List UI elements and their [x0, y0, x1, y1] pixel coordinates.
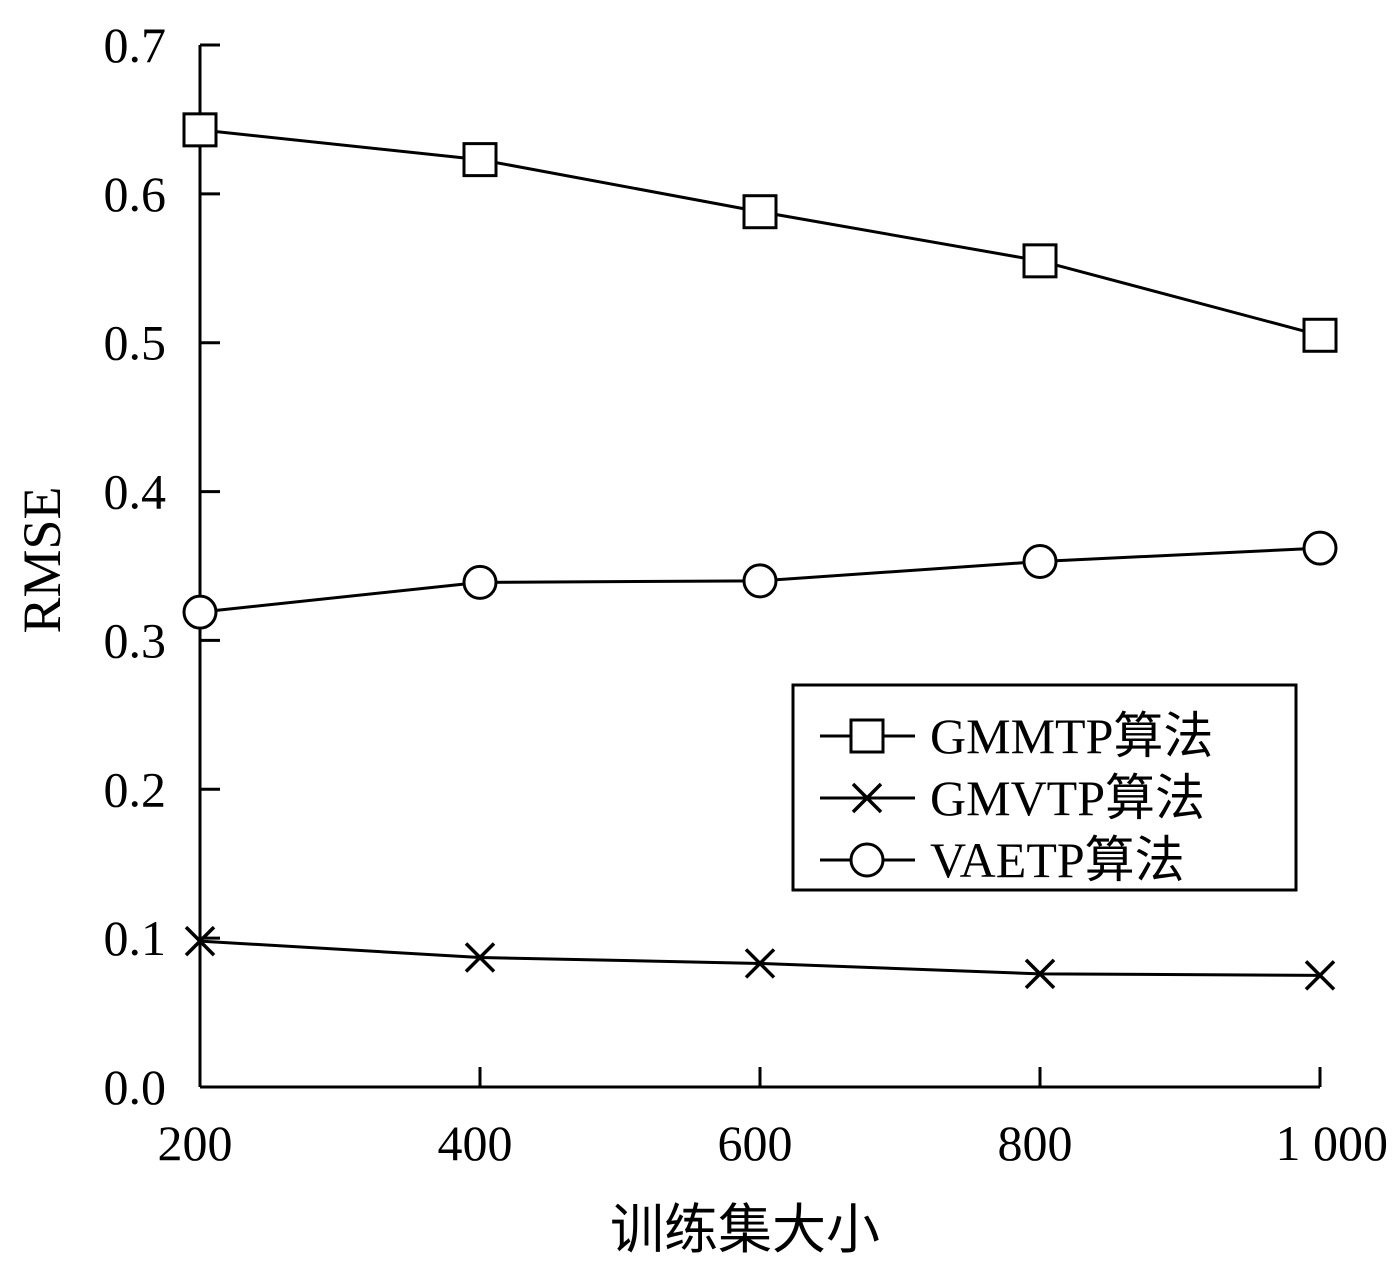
- data-point: [184, 925, 216, 957]
- series-layer: [182, 112, 1338, 991]
- y-tick-label: 0.5: [104, 315, 167, 371]
- data-point: [1022, 243, 1058, 279]
- legend-label: GMMTP算法: [930, 708, 1213, 764]
- data-point: [742, 194, 778, 230]
- y-tick-label: 0.0: [104, 1059, 167, 1115]
- data-point: [464, 942, 496, 973]
- data-point: [182, 594, 218, 630]
- data-point: [1022, 544, 1058, 580]
- data-point: [1304, 960, 1336, 991]
- legend: GMMTP算法 GMVTP算法 VAETP算法: [791, 683, 1298, 892]
- legend-label: VAETP算法: [930, 832, 1185, 888]
- series-line: [199, 939, 1321, 977]
- y-tick-label: 0.6: [104, 166, 167, 222]
- x-tick-label: 800: [998, 1115, 1073, 1171]
- x-axis-title: 训练集大小: [610, 1200, 880, 1260]
- data-point: [462, 564, 498, 600]
- y-axis-title: RMSE: [12, 486, 72, 633]
- x-tick-label: 600: [718, 1115, 793, 1171]
- x-tick-label: 1 000: [1276, 1115, 1389, 1171]
- y-tick-label: 0.1: [104, 910, 167, 966]
- data-point: [182, 112, 218, 148]
- data-point: [744, 948, 776, 979]
- legend-marker: [849, 842, 885, 878]
- axes: 0.0 0.1 0.2 0.3 0.4 0.5 0.6 0.7 200 400 600 800 1 00…: [104, 17, 1389, 1171]
- y-tick-label: 0.3: [104, 612, 167, 668]
- series-circle: [182, 530, 1338, 630]
- legend-label: GMVTP算法: [930, 770, 1205, 826]
- y-tick-label: 0.7: [104, 17, 167, 73]
- y-tick-label: 0.2: [104, 761, 167, 817]
- data-point: [462, 142, 498, 178]
- x-tick-label: 200: [158, 1115, 233, 1171]
- series-x: [184, 925, 1336, 991]
- data-point: [742, 563, 778, 599]
- legend-marker: [851, 782, 883, 814]
- series-line: [199, 128, 1321, 337]
- data-point: [1302, 317, 1338, 353]
- series-square: [182, 112, 1338, 353]
- legend-marker: [849, 718, 885, 754]
- x-tick-label: 400: [438, 1115, 513, 1171]
- data-point: [1302, 530, 1338, 566]
- data-point: [1024, 958, 1056, 990]
- y-tick-label: 0.4: [104, 464, 167, 520]
